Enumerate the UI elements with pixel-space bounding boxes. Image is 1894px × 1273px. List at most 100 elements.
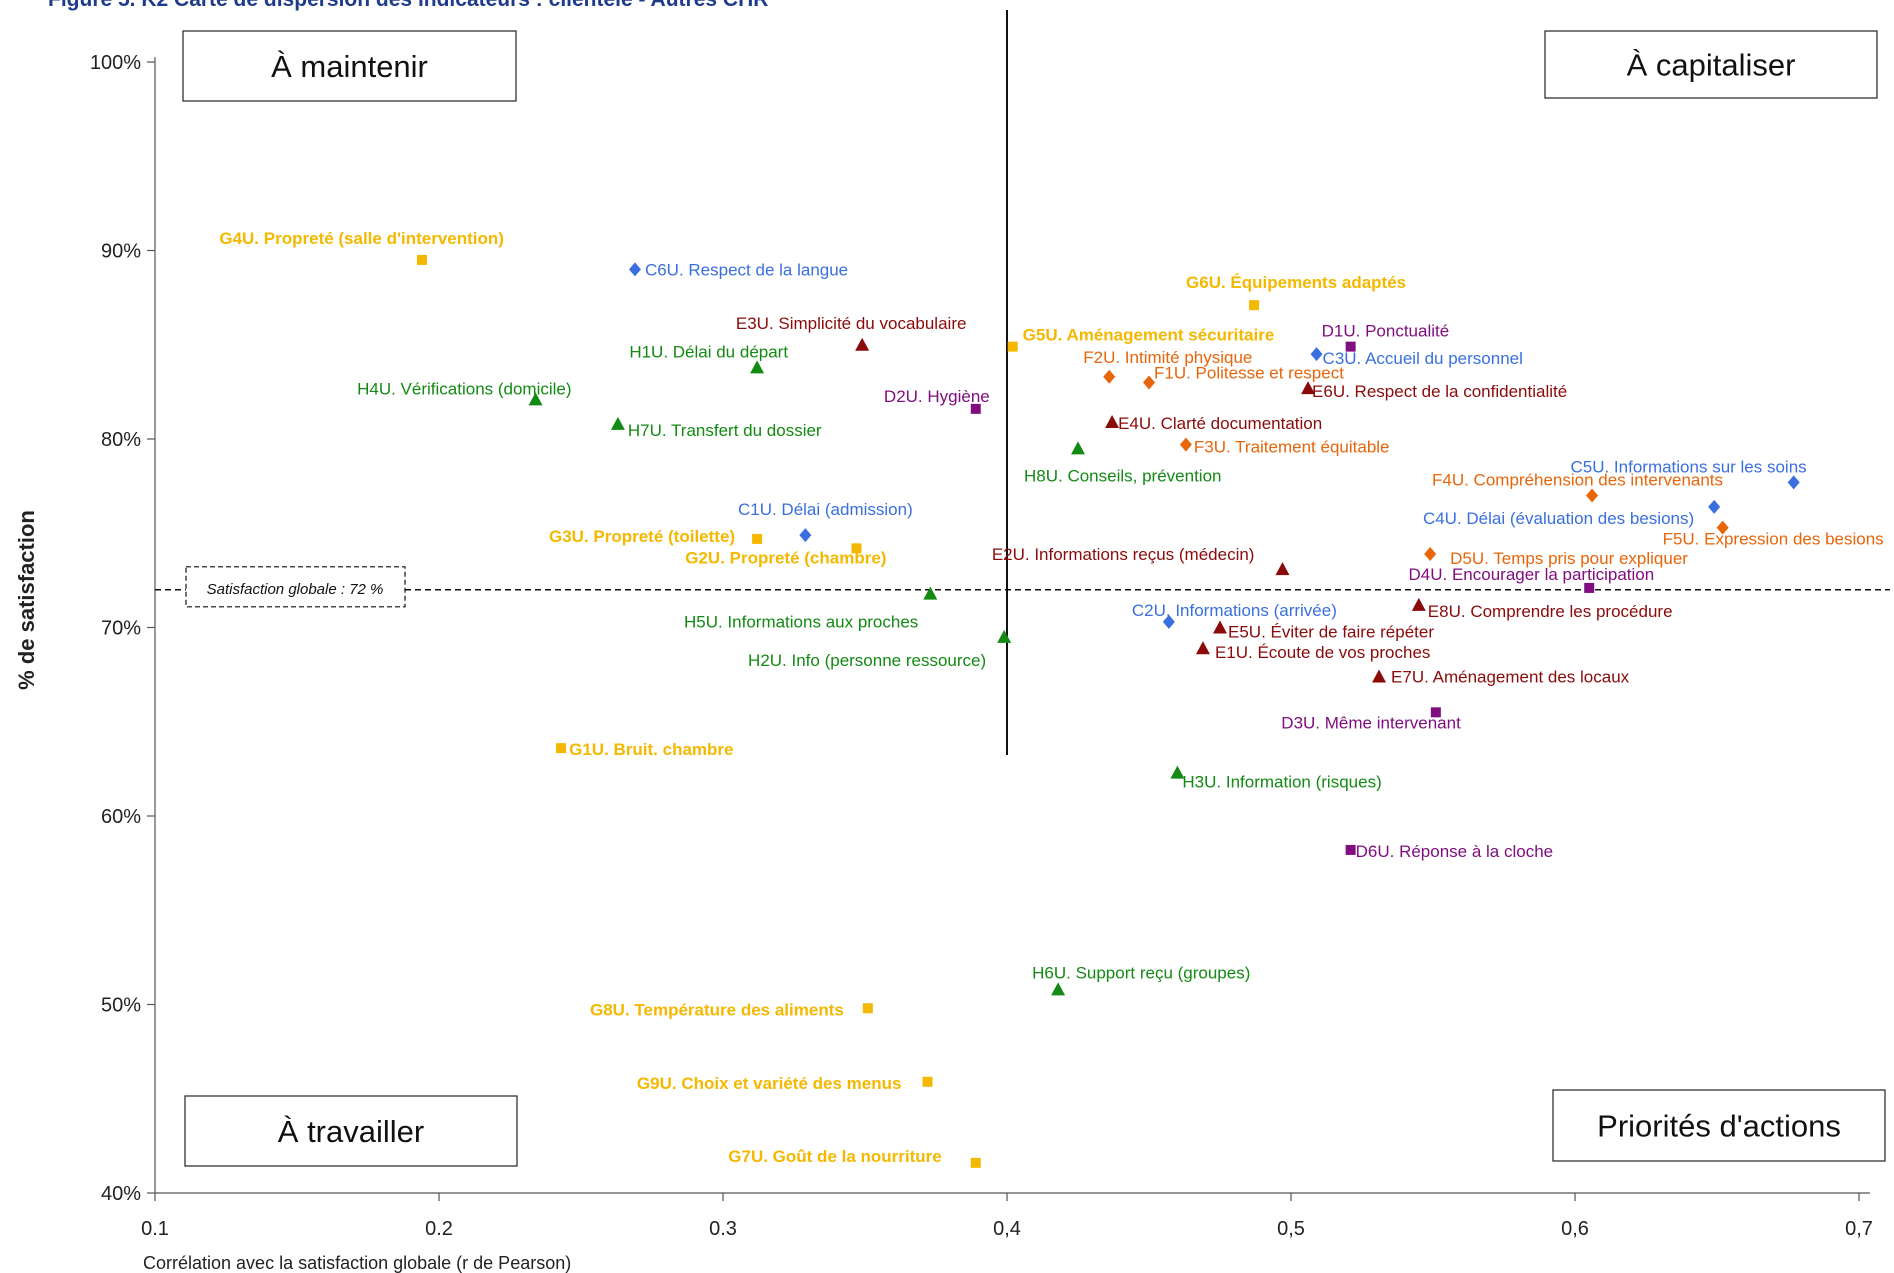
x-tick-label: 0.2 xyxy=(425,1218,453,1240)
data-label-c1u: C1U. Délai (admission) xyxy=(738,500,913,519)
data-point-e7u xyxy=(1372,669,1387,683)
data-label-d2u: D2U. Hygiène xyxy=(884,387,990,406)
data-label-g8u: G8U. Température des aliments xyxy=(590,1000,844,1019)
data-label-d6u: D6U. Réponse à la cloche xyxy=(1356,842,1554,861)
data-point-g9u xyxy=(922,1076,933,1087)
data-label-f2u: F2U. Intimité physique xyxy=(1083,348,1252,367)
data-label-f5u: F5U. Expression des besions xyxy=(1663,530,1884,549)
data-label-c5u: C5U. Informations sur les soins xyxy=(1570,457,1806,476)
data-label-h1u: H1U. Délai du départ xyxy=(629,342,788,361)
data-point-g7u xyxy=(970,1157,981,1168)
data-point-h2u xyxy=(997,629,1012,643)
data-point-h5u xyxy=(923,586,938,600)
quadrant-label-a-capitaliser: À capitaliser xyxy=(1627,48,1796,83)
quadrant-label-a-capitaliser-box xyxy=(1544,30,1878,99)
data-label-g7u: G7U. Goût de la nourriture xyxy=(728,1147,941,1166)
axes: 40% 50% 60% 70% 80% 90% 100% 0.1 0.2 0.3 0,4 0,5 0,6… xyxy=(90,52,1873,1240)
data-label-c6u: C6U. Respect de la langue xyxy=(645,260,848,279)
data-label-h7u: H7U. Transfert du dossier xyxy=(628,421,822,440)
data-point-h4u xyxy=(528,392,543,406)
quadrant-label-priorites-actions: Priorités d'actions xyxy=(1597,1109,1841,1144)
data-label-g6u: G6U. Équipements adaptés xyxy=(1186,273,1406,292)
data-label-g4u: G4U. Propreté (salle d'intervention) xyxy=(219,229,504,248)
data-label-h2u: H2U. Info (personne ressource) xyxy=(748,651,986,670)
data-label-e2u: E2U. Informations reçus (médecin) xyxy=(992,545,1255,564)
data-label-c4u: C4U. Délai (évaluation des besions) xyxy=(1423,509,1694,528)
data-point-e4u xyxy=(1105,415,1120,429)
data-point-f3u xyxy=(1179,437,1192,452)
data-point-g1u xyxy=(556,743,567,754)
data-label-d3u: D3U. Même intervenant xyxy=(1281,713,1461,732)
y-tick-label: 60% xyxy=(101,806,141,828)
x-tick-label: 0,7 xyxy=(1845,1218,1873,1240)
data-point-e6u xyxy=(1301,381,1316,395)
data-point-f1u xyxy=(1143,375,1155,390)
data-label-g1u: G1U. Bruit. chambre xyxy=(569,740,733,759)
data-point-g5u xyxy=(1007,341,1018,352)
data-label-f3u: F3U. Traitement équitable xyxy=(1194,438,1390,457)
reference-label: Satisfaction globale : 72 % xyxy=(207,581,384,598)
data-point-h3u xyxy=(1170,765,1185,779)
data-label-e7u: E7U. Aménagement des locaux xyxy=(1391,668,1630,687)
y-tick-label: 50% xyxy=(101,995,141,1017)
data-point-f2u xyxy=(1103,369,1116,384)
data-point-c6u xyxy=(628,262,641,277)
data-point-c3u xyxy=(1310,347,1323,362)
data-point-d4u xyxy=(1584,582,1595,593)
data-point-h1u xyxy=(750,360,765,374)
data-point-d1u xyxy=(1345,341,1356,352)
data-label-h4u: H4U. Vérifications (domicile) xyxy=(357,379,571,398)
y-axis-label: % de satisfaction xyxy=(14,510,39,690)
data-point-e1u xyxy=(1195,641,1210,655)
y-tick-label: 70% xyxy=(101,618,141,640)
quadrant-labels: À maintenir À capitaliser À travailler Prio… xyxy=(182,30,1886,1167)
quadrant-label-priorites-actions-box xyxy=(1552,1089,1886,1162)
data-label-g2u: G2U. Propreté (chambre) xyxy=(685,548,886,567)
data-label-c3u: C3U. Accueil du personnel xyxy=(1323,349,1523,368)
reference-lines: Satisfaction globale : 72 % xyxy=(155,10,1890,755)
data-point-h7u xyxy=(610,416,625,430)
x-tick-label: 0.3 xyxy=(709,1218,737,1240)
data-point-h8u xyxy=(1071,441,1085,455)
data-point-c1u xyxy=(799,528,812,543)
data-point-e3u xyxy=(855,337,870,351)
data-point-c5u xyxy=(1787,475,1800,490)
data-point-f5u xyxy=(1716,520,1729,535)
quadrant-label-a-maintenir: À maintenir xyxy=(271,49,428,84)
y-tick-label: 100% xyxy=(90,52,141,74)
data-points xyxy=(416,254,1800,1168)
data-point-g3u xyxy=(752,533,763,544)
data-label-g3u: G3U. Propreté (toilette) xyxy=(549,527,735,546)
data-label-e5u: E5U. Éviter de faire répéter xyxy=(1228,623,1434,642)
data-point-d2u xyxy=(970,403,981,414)
point-labels: C6U. Respect de la langue C1U. Délai (adm… xyxy=(219,229,1883,1166)
reference-label-box xyxy=(185,566,406,608)
data-label-h3u: H3U. Information (risques) xyxy=(1182,773,1381,792)
quadrant-label-a-travailler: À travailler xyxy=(278,1114,424,1149)
data-point-e8u xyxy=(1411,597,1426,611)
quadrant-label-a-maintenir-box xyxy=(182,30,517,102)
y-tick-label: 90% xyxy=(101,241,141,263)
data-label-f4u: F4U. Compréhension des intervenants xyxy=(1432,471,1723,490)
data-point-e5u xyxy=(1213,620,1227,634)
y-tick-label: 40% xyxy=(101,1183,141,1205)
data-label-e8u: E8U. Comprendre les procédure xyxy=(1428,602,1673,621)
data-point-g6u xyxy=(1249,300,1260,311)
quadrant-label-a-travailler-box xyxy=(184,1095,518,1167)
data-label-f1u: F1U. Politesse et respect xyxy=(1154,363,1344,382)
data-point-g8u xyxy=(862,1003,873,1014)
x-tick-label: 0.1 xyxy=(141,1218,169,1240)
data-label-h6u: H6U. Support reçu (groupes) xyxy=(1032,963,1250,982)
data-point-g4u xyxy=(416,254,427,265)
figure-title: Figure 5. K2 Carte de dispersion des ind… xyxy=(48,0,768,12)
data-label-d4u: D4U. Encourager la participation xyxy=(1409,565,1655,584)
data-point-d3u xyxy=(1430,707,1441,718)
y-tick-label: 80% xyxy=(101,429,141,451)
data-label-e1u: E1U. Écoute de vos proches xyxy=(1215,643,1430,662)
data-label-c2u: C2U. Informations (arrivée) xyxy=(1132,601,1337,620)
data-point-d6u xyxy=(1345,844,1356,855)
data-label-e6u: E6U. Respect de la confidentialité xyxy=(1312,382,1567,401)
x-axis-label: Corrélation avec la satisfaction globale… xyxy=(143,1253,571,1273)
data-point-d5u xyxy=(1424,546,1437,561)
